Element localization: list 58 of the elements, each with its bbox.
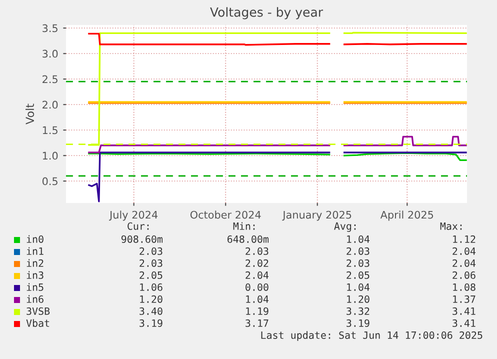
text: 3.17 [246,319,268,327]
y-tick-label: 2.0 [42,100,58,109]
y-tick-label: 1.0 [42,152,58,160]
y-tick-label: 1.5 [42,126,58,134]
text: 1.06 [140,283,162,291]
text: 2.03 [346,259,370,267]
x-tick-label: April 2025 [380,210,434,221]
text: Max: [440,222,462,230]
text: 2.02 [246,259,268,267]
text: 2.05 [346,271,370,279]
text: Cur: [128,222,149,230]
legend-label: in3 [26,271,44,279]
y-tick-label: 3.0 [42,50,58,58]
text: 3.32 [346,307,370,315]
legend-label: Vbat [26,319,50,327]
text: 1.37 [453,295,476,303]
text: 1.04 [246,295,269,303]
legend-label: 3VSB [26,307,50,315]
chart-title: Voltages - by year [210,7,324,20]
text: 648.00m [228,235,269,243]
text: Last update: Sat Jun 14 17:00:06 2025 [261,331,482,341]
y-tick-label: 3.5 [42,24,58,32]
text: 2.04 [452,247,476,255]
y-tick-label: 0.5 [42,177,58,186]
text: 3.41 [452,319,476,327]
text: 2.03 [140,247,162,255]
text: 1.12 [453,235,476,243]
text: 3.40 [140,307,162,315]
text: Min: [233,222,255,230]
x-tick-label: July 2024 [109,210,158,221]
y-tick-label: 2.5 [42,75,58,84]
text: 2.06 [452,271,476,279]
text: 3.19 [346,319,370,327]
text: 2.03 [246,247,268,255]
legend-label: in5 [26,283,44,291]
text: 2.05 [140,271,162,279]
legend-label: in1 [26,247,44,255]
x-tick-label: January 2025 [282,210,352,221]
text: 1.20 [140,295,162,303]
text: 1.19 [246,307,268,315]
text: 908.60m [121,235,163,243]
text: 2.03 [140,259,162,267]
text: 1.04 [347,235,370,243]
y-axis-title: Volt [25,104,34,124]
text: 3.19 [140,319,162,327]
text: Avg: [334,222,356,232]
text: 1.08 [453,283,476,291]
legend-label: in6 [26,295,44,303]
text: 1.20 [347,295,370,303]
text: 2.03 [346,247,370,255]
text: 1.04 [347,283,370,291]
text: 2.04 [246,271,269,279]
text: 0.00 [246,283,268,291]
x-tick-label: October 2024 [190,210,261,219]
text: 2.04 [452,259,476,267]
text: 3.41 [452,307,476,315]
legend-label: in2 [26,259,44,267]
legend-label: in0 [26,235,44,243]
